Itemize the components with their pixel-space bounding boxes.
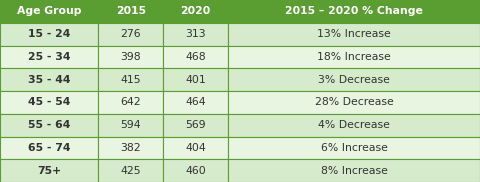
Text: 55 - 64: 55 - 64 — [28, 120, 71, 130]
Text: 594: 594 — [120, 120, 141, 130]
Text: 8% Increase: 8% Increase — [321, 166, 387, 176]
Text: 569: 569 — [185, 120, 206, 130]
Bar — [163, 23, 228, 46]
Bar — [228, 114, 480, 136]
Bar — [98, 0, 163, 23]
Bar — [0, 159, 98, 182]
Text: 18% Increase: 18% Increase — [317, 52, 391, 62]
Text: 3% Decrease: 3% Decrease — [318, 75, 390, 85]
Text: 464: 464 — [185, 97, 206, 107]
Text: 398: 398 — [120, 52, 141, 62]
Bar — [163, 68, 228, 91]
Text: 382: 382 — [120, 143, 141, 153]
Bar — [98, 114, 163, 136]
Bar — [98, 68, 163, 91]
Text: 313: 313 — [185, 29, 206, 39]
Bar — [0, 114, 98, 136]
Text: 28% Decrease: 28% Decrease — [314, 97, 394, 107]
Text: 65 - 74: 65 - 74 — [28, 143, 71, 153]
Text: 13% Increase: 13% Increase — [317, 29, 391, 39]
Bar — [0, 46, 98, 68]
Bar — [163, 0, 228, 23]
Text: 4% Decrease: 4% Decrease — [318, 120, 390, 130]
Text: 2015 – 2020 % Change: 2015 – 2020 % Change — [285, 6, 423, 16]
Bar — [98, 23, 163, 46]
Bar — [228, 136, 480, 159]
Text: 15 - 24: 15 - 24 — [28, 29, 71, 39]
Bar — [163, 136, 228, 159]
Bar — [0, 136, 98, 159]
Bar — [163, 114, 228, 136]
Bar — [98, 159, 163, 182]
Bar — [98, 91, 163, 114]
Bar — [98, 136, 163, 159]
Text: 415: 415 — [120, 75, 141, 85]
Text: 35 - 44: 35 - 44 — [28, 75, 71, 85]
Text: 2020: 2020 — [180, 6, 211, 16]
Bar — [0, 0, 98, 23]
Text: 425: 425 — [120, 166, 141, 176]
Bar — [0, 68, 98, 91]
Text: 468: 468 — [185, 52, 206, 62]
Bar — [228, 159, 480, 182]
Text: 75+: 75+ — [37, 166, 61, 176]
Bar — [228, 46, 480, 68]
Bar — [228, 91, 480, 114]
Text: 404: 404 — [185, 143, 206, 153]
Text: 25 - 34: 25 - 34 — [28, 52, 71, 62]
Bar — [98, 46, 163, 68]
Text: 401: 401 — [185, 75, 206, 85]
Bar — [228, 23, 480, 46]
Text: 642: 642 — [120, 97, 141, 107]
Text: 6% Increase: 6% Increase — [321, 143, 387, 153]
Bar — [0, 91, 98, 114]
Text: 276: 276 — [120, 29, 141, 39]
Bar — [163, 159, 228, 182]
Bar — [228, 68, 480, 91]
Bar — [0, 23, 98, 46]
Text: 2015: 2015 — [116, 6, 146, 16]
Bar — [228, 0, 480, 23]
Bar — [163, 46, 228, 68]
Text: 45 - 54: 45 - 54 — [28, 97, 71, 107]
Bar — [163, 91, 228, 114]
Text: Age Group: Age Group — [17, 6, 82, 16]
Text: 460: 460 — [185, 166, 206, 176]
